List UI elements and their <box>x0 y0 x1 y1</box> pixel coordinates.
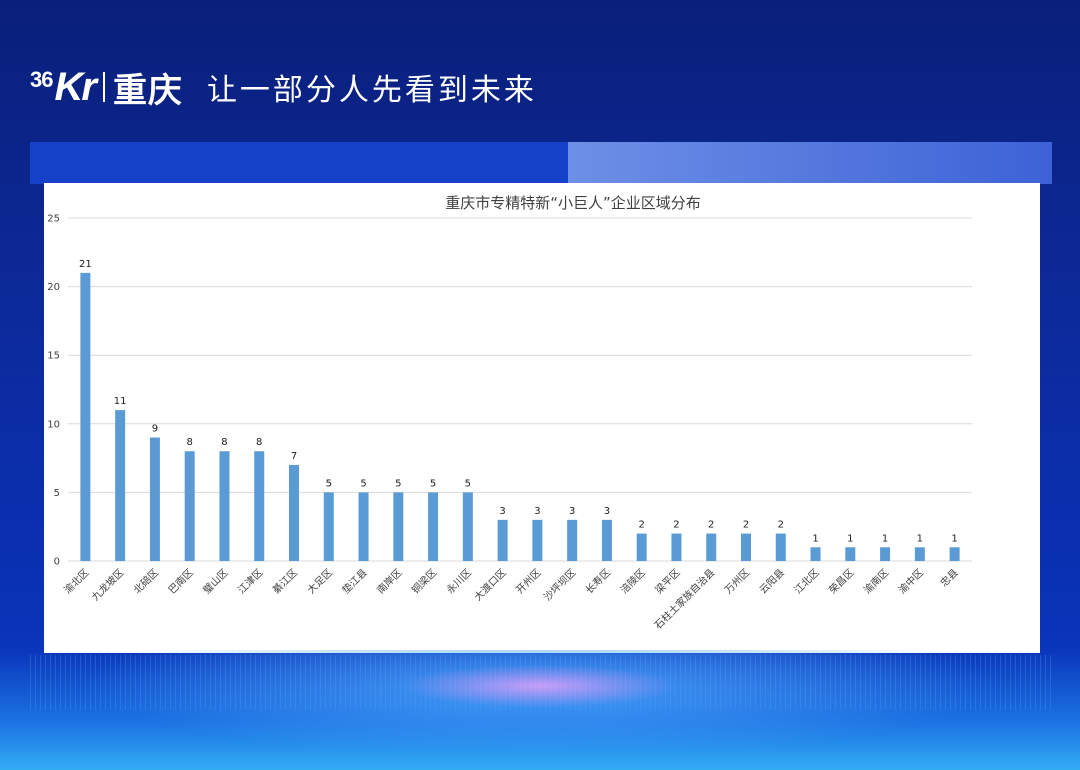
x-tick-label: 渝北区 <box>61 566 91 596</box>
bar <box>358 492 369 561</box>
x-tick-label: 綦江区 <box>270 566 300 596</box>
data-label: 1 <box>951 533 957 544</box>
x-tick-label: 渝南区 <box>861 566 891 596</box>
x-tick-label: 梁平区 <box>652 566 682 596</box>
header: 36 Kr 重庆 让一部分人先看到未来 <box>30 62 537 112</box>
bar <box>741 533 751 561</box>
x-tick-label: 江北区 <box>792 567 822 597</box>
x-tick-label: 沙坪坝区 <box>541 566 578 603</box>
data-label: 5 <box>326 478 332 489</box>
y-tick-label: 10 <box>47 419 60 430</box>
x-tick-label: 北碚区 <box>131 566 161 596</box>
bar <box>706 533 717 561</box>
bar <box>532 519 543 561</box>
bar <box>949 547 960 561</box>
bar <box>80 272 91 561</box>
x-tick-label: 九龙坡区 <box>89 566 126 603</box>
data-label: 5 <box>430 478 436 489</box>
x-tick-label: 巴南区 <box>165 566 195 596</box>
x-tick-label: 渝中区 <box>896 566 926 596</box>
x-tick-label: 大足区 <box>304 566 334 596</box>
data-label: 2 <box>708 520 714 531</box>
y-tick-label: 25 <box>47 214 60 225</box>
bar <box>428 492 439 561</box>
y-tick-label: 15 <box>47 351 60 362</box>
data-label: 2 <box>778 520 784 531</box>
data-label: 1 <box>812 533 818 544</box>
data-label: 21 <box>79 259 92 270</box>
data-label: 2 <box>743 520 749 531</box>
x-tick-label: 开州区 <box>514 567 544 597</box>
x-tick-label: 璧山区 <box>200 566 230 596</box>
data-label: 2 <box>639 520 645 531</box>
x-tick-label: 大渡口区 <box>471 566 508 603</box>
y-tick-label: 20 <box>47 282 60 293</box>
bar <box>845 547 856 561</box>
x-tick-label: 南岸区 <box>374 566 404 596</box>
chart-card: 重庆市专精特新“小巨人”企业区域分布 0 5 10 15 20 25 21 11 9 8 8 8 7 5… <box>44 183 1040 653</box>
data-label: 11 <box>114 396 127 407</box>
bar <box>636 533 647 561</box>
x-tick-label: 永川区 <box>444 566 474 596</box>
panel-header-highlight <box>568 142 1052 184</box>
slogan: 让一部分人先看到未来 <box>206 73 537 108</box>
data-label: 3 <box>569 506 575 517</box>
bar <box>810 547 821 561</box>
logo-divider <box>102 72 105 102</box>
data-label: 9 <box>152 424 158 435</box>
bar <box>497 519 508 561</box>
brand-logo-kr: Kr <box>54 64 96 109</box>
data-label: 3 <box>534 506 540 517</box>
bar <box>115 410 126 561</box>
x-tick-label: 石柱土家族自治县 <box>652 566 718 632</box>
x-tick-label: 万州区 <box>722 567 752 597</box>
data-label: 1 <box>882 533 888 544</box>
bar <box>775 533 786 561</box>
data-label: 5 <box>360 478 366 489</box>
data-label: 2 <box>673 520 679 531</box>
bar <box>323 492 334 561</box>
bar <box>462 492 473 561</box>
data-label: 5 <box>465 478 471 489</box>
x-tick-label: 涪陵区 <box>617 566 647 596</box>
data-label: 8 <box>187 437 193 448</box>
bar <box>601 519 612 561</box>
x-tick-label: 江津区 <box>236 567 266 597</box>
bar <box>393 492 404 561</box>
brand-logo-36: 36 <box>30 67 54 92</box>
x-tick-label: 云阳县 <box>757 567 787 597</box>
x-tick-label: 荣昌区 <box>827 567 857 597</box>
bar <box>149 437 160 561</box>
data-label: 7 <box>291 451 297 462</box>
x-tick-label: 忠县 <box>938 567 961 590</box>
data-label: 5 <box>395 478 401 489</box>
x-tick-label: 垫江县 <box>339 566 369 596</box>
data-label: 1 <box>917 533 923 544</box>
bar <box>254 451 265 561</box>
bar <box>289 464 299 561</box>
x-tick-label: 长寿区 <box>583 566 613 596</box>
decorative-glow <box>0 650 1080 770</box>
bar <box>219 451 230 561</box>
bar <box>184 451 195 561</box>
bar <box>914 547 925 561</box>
bar <box>567 519 578 561</box>
data-label: 1 <box>847 533 853 544</box>
chart-title: 重庆市专精特新“小巨人”企业区域分布 <box>445 194 701 212</box>
x-tick-label: 铜梁区 <box>409 566 439 596</box>
bar <box>880 547 891 561</box>
y-tick-label: 0 <box>54 557 60 568</box>
y-tick-label: 5 <box>54 488 60 499</box>
data-label: 3 <box>604 506 610 517</box>
data-label: 8 <box>256 437 262 448</box>
data-label: 8 <box>221 437 227 448</box>
bar <box>671 533 682 561</box>
data-label: 3 <box>499 506 505 517</box>
brand-city: 重庆 <box>112 70 183 111</box>
